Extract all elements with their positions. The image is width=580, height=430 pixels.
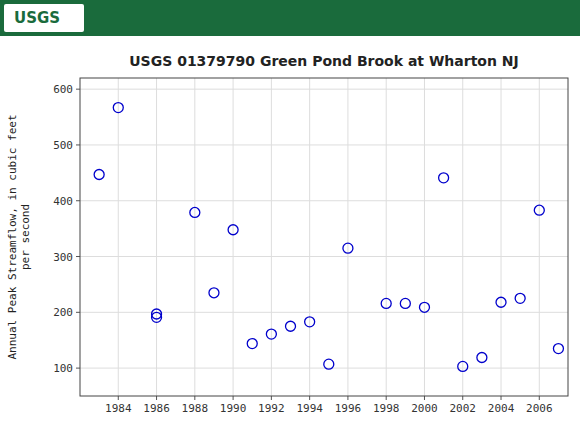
grid — [80, 78, 568, 396]
grid-line — [424, 78, 425, 396]
tick-label: 300 — [53, 251, 73, 264]
y-axis-label: Annual Peak Streamflow, in cubic feetper… — [6, 114, 32, 359]
point — [477, 353, 487, 363]
grid-line — [501, 78, 502, 396]
grid-line — [80, 256, 568, 257]
grid-line — [80, 312, 568, 313]
tick-mark — [118, 396, 119, 400]
point — [458, 361, 468, 371]
tick-label: 100 — [53, 362, 73, 375]
point — [190, 207, 200, 217]
grid-line — [309, 78, 310, 396]
point — [534, 205, 544, 215]
tick-mark — [194, 396, 195, 400]
point — [419, 302, 429, 312]
title: USGS 01379790 Green Pond Brook at Wharto… — [129, 53, 519, 69]
point — [343, 243, 353, 253]
tick-mark — [271, 396, 272, 400]
tick-label: 1996 — [335, 402, 362, 415]
tick-mark — [76, 256, 80, 257]
point — [553, 344, 563, 354]
tick-label: 1992 — [258, 402, 285, 415]
y-axis-label-line: per second — [19, 204, 32, 270]
tick-mark — [76, 89, 80, 90]
tick-mark — [309, 396, 310, 400]
header-text: USGS — [14, 9, 60, 27]
y-axis-label-line: Annual Peak Streamflow, in cubic feet — [6, 114, 19, 359]
grid-line — [80, 89, 568, 90]
header-bar — [0, 0, 580, 36]
grid-line — [386, 78, 387, 396]
tick-mark — [76, 200, 80, 201]
point — [228, 225, 238, 235]
tick-mark — [501, 396, 502, 400]
grid-line — [233, 78, 234, 396]
point — [305, 317, 315, 327]
grid-line — [194, 78, 195, 396]
tick-label: 1986 — [143, 402, 170, 415]
grid-line — [80, 200, 568, 201]
plot-frame — [80, 78, 568, 396]
tick-mark — [539, 396, 540, 400]
tick-mark — [76, 144, 80, 145]
grid-line — [462, 78, 463, 396]
tick-label: 1988 — [182, 402, 209, 415]
grid-line — [347, 78, 348, 396]
grid-line — [80, 368, 568, 369]
tick-label: 2004 — [488, 402, 515, 415]
tick-label: 600 — [53, 83, 73, 96]
tick-mark — [462, 396, 463, 400]
tick-mark — [76, 312, 80, 313]
grid-line — [156, 78, 157, 396]
tick-label: 400 — [53, 195, 73, 208]
point — [286, 321, 296, 331]
tick-label: 500 — [53, 139, 73, 152]
tick-label: 2006 — [526, 402, 553, 415]
grid-line — [271, 78, 272, 396]
tick-label: 1994 — [296, 402, 323, 415]
header-logo-box — [4, 4, 84, 32]
tick-mark — [156, 396, 157, 400]
point — [266, 329, 276, 339]
point — [113, 103, 123, 113]
point — [515, 293, 525, 303]
tick-label: 1984 — [105, 402, 132, 415]
tick-mark — [233, 396, 234, 400]
point — [381, 298, 391, 308]
tick-label: 200 — [53, 306, 73, 319]
axes: 1984198619881990199219941996199820002002… — [53, 78, 568, 415]
point — [94, 170, 104, 180]
tick-label: 1998 — [373, 402, 400, 415]
grid-line — [80, 144, 568, 145]
point — [324, 359, 334, 369]
point — [247, 339, 257, 349]
chart: USGS USGS 01379790 Green Pond Brook at Wh… — [0, 0, 580, 430]
tick-label: 1990 — [220, 402, 247, 415]
point — [496, 297, 506, 307]
point — [400, 298, 410, 308]
tick-mark — [76, 368, 80, 369]
point — [439, 173, 449, 183]
tick-mark — [424, 396, 425, 400]
points — [94, 103, 563, 372]
point — [209, 288, 219, 298]
tick-mark — [347, 396, 348, 400]
grid-line — [118, 78, 119, 396]
point — [152, 309, 162, 319]
tick-mark — [386, 396, 387, 400]
tick-label: 2000 — [411, 402, 438, 415]
grid-line — [539, 78, 540, 396]
tick-label: 2002 — [449, 402, 476, 415]
